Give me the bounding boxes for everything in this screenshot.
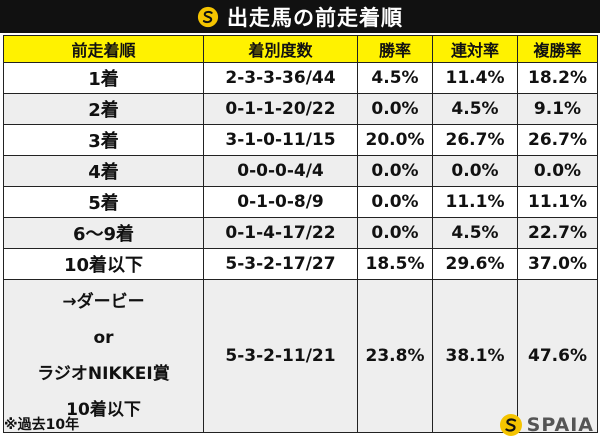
show-rate-cell: 18.2% [517,62,598,94]
stats-table: 前走着順 着別度数 勝率 連対率 複勝率 1着 2-3-3-36/44 4.5%… [3,35,598,433]
win-rate-cell: 0.0% [357,186,433,218]
brand-name: SPAIA [526,414,594,436]
row-label: 5着 [3,186,204,218]
spaia-logo-icon [499,414,522,436]
column-header: 着別度数 [203,35,358,63]
record-cell: 3-1-0-11/15 [203,124,358,156]
row-label: 1着 [3,62,204,94]
special-label-line: or [93,328,114,348]
win-rate-cell: 23.8% [357,279,433,433]
record-cell: 2-3-3-36/44 [203,62,358,94]
table-row: 2着 0-1-1-20/22 0.0% 4.5% 9.1% [3,93,598,125]
table-row: 1着 2-3-3-36/44 4.5% 11.4% 18.2% [3,62,598,94]
table-row: 10着以下 5-3-2-17/27 18.5% 29.6% 37.0% [3,248,598,280]
quinella-rate-cell: 11.4% [432,62,518,94]
record-cell: 0-1-1-20/22 [203,93,358,125]
table-row: 5着 0-1-0-8/9 0.0% 11.1% 11.1% [3,186,598,218]
special-label-line: 10着以下 [66,400,141,420]
special-label-line: ラジオNIKKEI賞 [37,364,170,384]
show-rate-cell: 47.6% [517,279,598,433]
table-row: 3着 3-1-0-11/15 20.0% 26.7% 26.7% [3,124,598,156]
column-header: 複勝率 [517,35,598,63]
win-rate-cell: 18.5% [357,248,433,280]
brand-logo: SPAIA [499,413,594,437]
table-row: 6〜9着 0-1-4-17/22 0.0% 4.5% 22.7% [3,217,598,249]
show-rate-cell: 0.0% [517,155,598,187]
table-row: 4着 0-0-0-4/4 0.0% 0.0% 0.0% [3,155,598,187]
quinella-rate-cell: 4.5% [432,93,518,125]
quinella-rate-cell: 38.1% [432,279,518,433]
record-cell: 5-3-2-11/21 [203,279,358,433]
title-bar: 出走馬の前走着順 [0,0,600,33]
column-header: 連対率 [432,35,518,63]
table-header-row: 前走着順 着別度数 勝率 連対率 複勝率 [3,35,598,63]
record-cell: 0-1-0-8/9 [203,186,358,218]
row-label: 6〜9着 [3,217,204,249]
table-row-special: →ダービー or ラジオNIKKEI賞 10着以下 5-3-2-11/21 23… [3,279,598,433]
record-cell: 0-0-0-4/4 [203,155,358,187]
row-label: 2着 [3,93,204,125]
show-rate-cell: 22.7% [517,217,598,249]
quinella-rate-cell: 26.7% [432,124,518,156]
quinella-rate-cell: 0.0% [432,155,518,187]
record-cell: 5-3-2-17/27 [203,248,358,280]
record-cell: 0-1-4-17/22 [203,217,358,249]
show-rate-cell: 37.0% [517,248,598,280]
quinella-rate-cell: 11.1% [432,186,518,218]
show-rate-cell: 26.7% [517,124,598,156]
win-rate-cell: 0.0% [357,217,433,249]
show-rate-cell: 9.1% [517,93,598,125]
special-label-line: →ダービー [62,292,145,312]
page-title: 出走馬の前走着順 [227,5,403,30]
row-label: 10着以下 [3,248,204,280]
column-header: 勝率 [357,35,433,63]
win-rate-cell: 20.0% [357,124,433,156]
win-rate-cell: 0.0% [357,155,433,187]
row-label: 4着 [3,155,204,187]
row-label: 3着 [3,124,204,156]
show-rate-cell: 11.1% [517,186,598,218]
footnote: ※過去10年 [4,417,80,433]
quinella-rate-cell: 4.5% [432,217,518,249]
column-header: 前走着順 [3,35,204,63]
win-rate-cell: 4.5% [357,62,433,94]
quinella-rate-cell: 29.6% [432,248,518,280]
spaia-logo-icon [197,6,219,27]
win-rate-cell: 0.0% [357,93,433,125]
special-row-label: →ダービー or ラジオNIKKEI賞 10着以下 [3,279,204,433]
